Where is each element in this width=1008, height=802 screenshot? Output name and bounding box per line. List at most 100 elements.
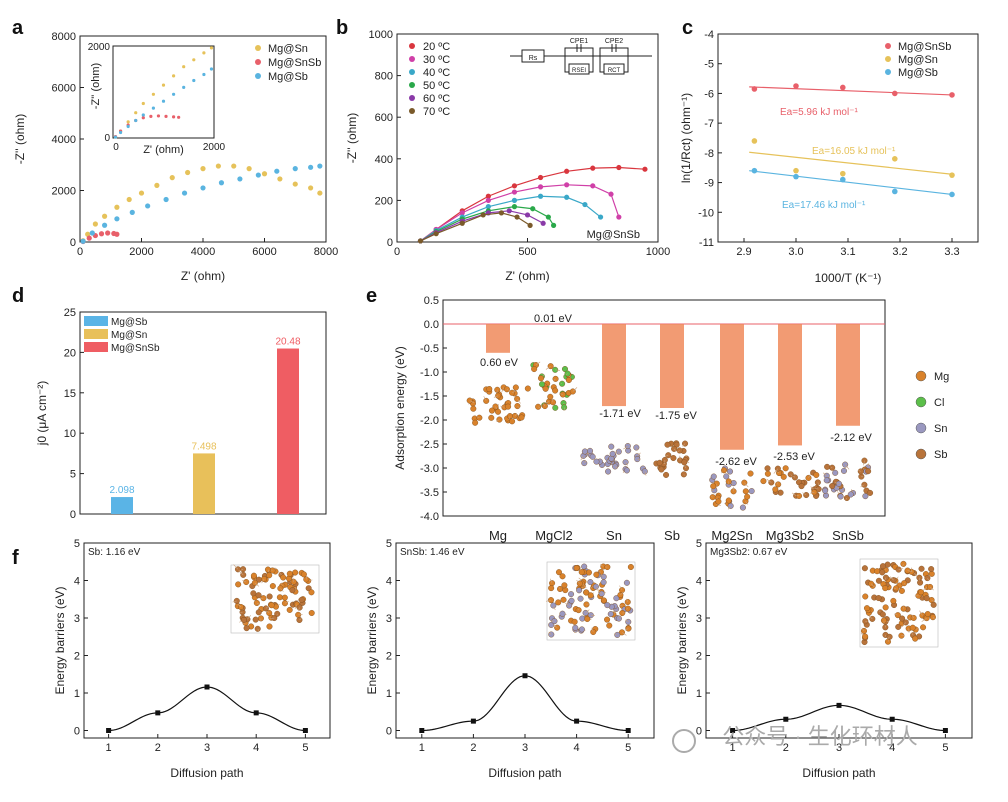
panel-b-legend-marker bbox=[409, 82, 415, 88]
circuit-resistor bbox=[568, 63, 590, 75]
panel-f2-point bbox=[574, 718, 580, 724]
atom bbox=[568, 597, 575, 604]
bond bbox=[683, 464, 687, 469]
atom bbox=[898, 587, 905, 594]
panel-c-annotation: Ea=16.05 kJ mol⁻¹ bbox=[812, 146, 896, 157]
bond bbox=[506, 389, 509, 391]
bond bbox=[238, 570, 244, 576]
bond bbox=[495, 406, 498, 410]
panel-f2-y-tick: 4 bbox=[386, 576, 392, 588]
panel-f1-x-tick: 4 bbox=[253, 742, 259, 754]
panel-c-fit-line-Mg@SnSb bbox=[749, 86, 953, 96]
panel-a-point-Mg@Sb bbox=[102, 222, 108, 228]
panel-a-inset-point-Mg@Sb bbox=[202, 72, 206, 77]
bond bbox=[932, 616, 935, 619]
panel-a-point-Mg@Sn bbox=[231, 163, 237, 169]
panel-d-value-label: 20.48 bbox=[275, 337, 300, 348]
atom bbox=[269, 583, 276, 590]
bond bbox=[889, 576, 894, 581]
panel-c-ylabel: ln(1/Rct) (ohm⁻¹) bbox=[679, 93, 693, 183]
panel-c-x-tick: 3.0 bbox=[788, 246, 803, 258]
bond bbox=[620, 591, 624, 596]
panel-b-fit-line-30 ºC bbox=[420, 184, 620, 242]
panel-b-point-60 ºC bbox=[506, 208, 512, 214]
panel-a-inset-point-Mg@Sb bbox=[172, 92, 176, 96]
atom bbox=[581, 448, 588, 455]
mg-structure-image bbox=[466, 384, 531, 426]
bond bbox=[597, 589, 602, 594]
atom bbox=[600, 579, 607, 586]
panel-c-point-Mg@SnSb bbox=[949, 92, 955, 98]
panel-a-point-Mg@Sb bbox=[145, 203, 151, 209]
atom bbox=[727, 468, 734, 475]
atom bbox=[552, 404, 559, 411]
panel-f1-y-tick: 2 bbox=[74, 651, 80, 663]
atom bbox=[837, 493, 844, 500]
panel-f2-y-tick: 3 bbox=[386, 613, 392, 625]
panel-b-legend-label: 20 ºC bbox=[423, 41, 450, 53]
panel-d-legend-label: Mg@SnSb bbox=[111, 343, 160, 354]
snsb-structure-image bbox=[822, 457, 874, 501]
panel-e-frame bbox=[442, 299, 886, 517]
panel-e-bar-Sn bbox=[602, 324, 626, 407]
panel-b-y-tick: 200 bbox=[375, 195, 393, 207]
atom bbox=[609, 450, 616, 457]
atom bbox=[608, 443, 615, 450]
panel-f1-y-tick: 3 bbox=[74, 613, 80, 625]
panel-c-point-Mg@Sn bbox=[892, 156, 898, 162]
atom bbox=[495, 408, 502, 415]
panel-e-legend-atom bbox=[915, 396, 927, 408]
atom bbox=[780, 473, 787, 480]
bond bbox=[580, 455, 584, 461]
atom bbox=[875, 595, 882, 602]
panel-c-x-tick: 3.3 bbox=[944, 246, 959, 258]
panel-c-legend-marker bbox=[885, 43, 891, 49]
panel-label-e: e bbox=[366, 285, 377, 307]
panel-e-category-Mg3Sb2: Mg3Sb2 bbox=[766, 528, 814, 543]
bond bbox=[844, 464, 850, 470]
panel-b-fit-line-40 ºC bbox=[420, 195, 601, 242]
atom bbox=[578, 569, 585, 576]
bond bbox=[911, 632, 914, 636]
bond bbox=[621, 632, 627, 636]
panel-b-y-tick: 1000 bbox=[369, 29, 393, 41]
atom bbox=[658, 466, 665, 473]
panel-c-y-tick: -8 bbox=[704, 148, 714, 160]
bond bbox=[902, 563, 904, 567]
panel-e-category-Sb: Sb bbox=[664, 528, 680, 543]
panel-c-xlabel: 1000/T (K⁻¹) bbox=[815, 271, 882, 285]
panel-f1-point bbox=[253, 710, 259, 716]
atom bbox=[576, 587, 583, 594]
panel-b-legend-label: 70 ºC bbox=[423, 106, 450, 118]
bond bbox=[636, 452, 641, 457]
panel-e-y-tick: 0.0 bbox=[424, 319, 439, 331]
panel-f3-point bbox=[889, 716, 895, 722]
bond bbox=[863, 460, 865, 466]
bond bbox=[500, 405, 505, 408]
bond bbox=[625, 619, 629, 623]
panel-b-point-40 ºC bbox=[597, 214, 604, 220]
panel-c-point-Mg@SnSb bbox=[751, 86, 758, 92]
panel-b-legend-label: 30 ºC bbox=[423, 54, 450, 66]
atom bbox=[561, 582, 568, 589]
panel-d-legend-swatch bbox=[84, 316, 108, 326]
panel-f1-x-tick: 2 bbox=[155, 742, 161, 754]
panel-a-point-Mg@Sb bbox=[200, 185, 206, 191]
bond bbox=[552, 378, 556, 382]
atom bbox=[550, 399, 557, 406]
bond bbox=[538, 406, 541, 408]
panel-f3-point bbox=[836, 702, 842, 708]
bond bbox=[808, 473, 811, 479]
panel-d-bar-Mg@SnSb bbox=[277, 348, 299, 514]
bond bbox=[299, 617, 303, 621]
atom bbox=[250, 590, 257, 597]
panel-b-point-30 ºC bbox=[564, 182, 570, 188]
bond bbox=[265, 605, 269, 609]
panel-a-inset-point-Mg@SnSb bbox=[149, 114, 153, 118]
panel-b-point-70 ºC bbox=[433, 231, 439, 237]
panel-a-inset-point-Mg@Sn bbox=[192, 58, 196, 62]
panel-f3-y-tick: 3 bbox=[696, 613, 702, 625]
panel-a-point-Mg@Sb bbox=[255, 172, 261, 178]
atom bbox=[308, 609, 315, 616]
panel-a-legend-marker bbox=[255, 73, 261, 79]
